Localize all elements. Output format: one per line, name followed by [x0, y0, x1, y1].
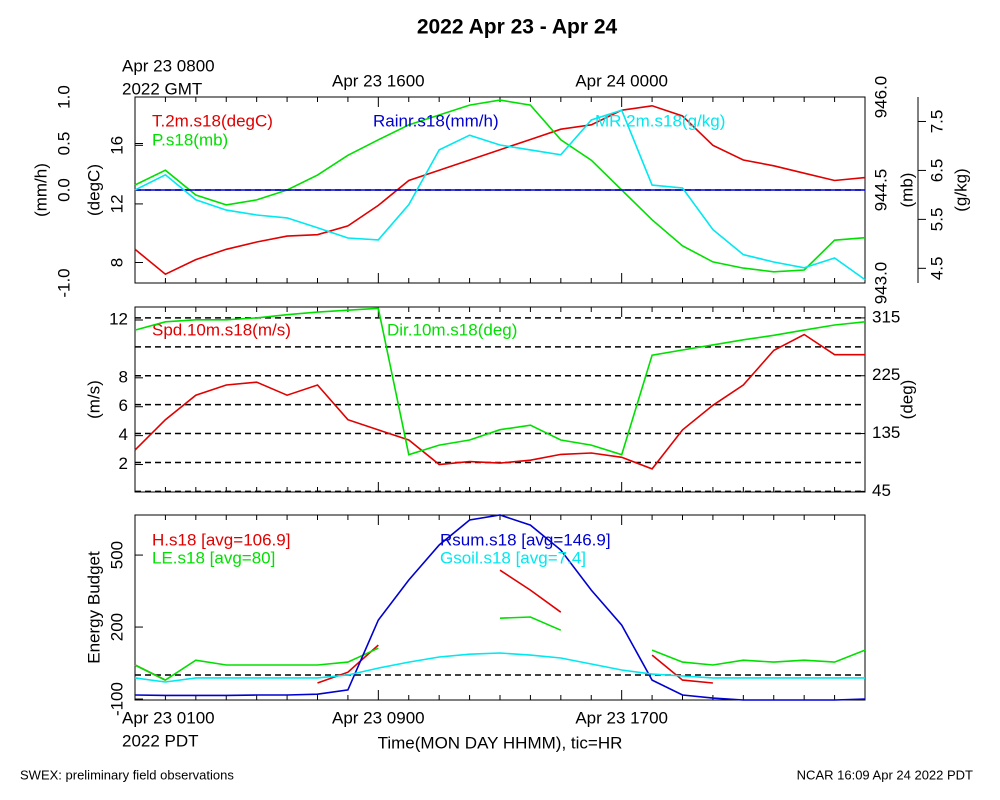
y-axis-label: (degC) — [84, 164, 103, 216]
top-time-label: Apr 23 0800 — [122, 56, 215, 75]
legend-entry: H.s18 [avg=106.9] — [152, 530, 290, 549]
bottom-year: 2022 PDT — [122, 731, 199, 750]
bottom-time-label: Apr 23 0900 — [332, 708, 425, 727]
x-axis-label: Time(MON DAY HHMM), tic=HR — [378, 733, 623, 752]
y-tick-label: 200 — [107, 613, 126, 641]
y-tick-label: 6 — [119, 396, 128, 415]
y-tick-label: 943.0 — [871, 262, 890, 305]
series-line — [134, 333, 865, 470]
y-tick-label: 2 — [119, 454, 128, 473]
legend-entry: Spd.10m.s18(m/s) — [152, 320, 291, 339]
y-tick-label: 7.5 — [927, 110, 946, 134]
y-axis-label: (g/kg) — [951, 168, 970, 211]
legend-entry: T.2m.s18(degC) — [152, 111, 273, 130]
y-tick-label: 944.5 — [871, 169, 890, 212]
y-tick-label: 500 — [107, 541, 126, 569]
legend-entry: P.s18(mb) — [152, 130, 228, 149]
footer-left: SWEX: preliminary field observations — [20, 767, 234, 782]
series-line — [134, 514, 866, 701]
series-line — [134, 104, 866, 276]
bottom-time-label: Apr 23 0100 — [122, 708, 215, 727]
y-tick-label: 16 — [107, 136, 126, 155]
y-tick-label: 4 — [119, 425, 128, 444]
y-tick-label: 946.0 — [871, 76, 890, 119]
top-time-label: Apr 24 0000 — [575, 71, 668, 90]
legend-entry: Gsoil.s18 [avg=7.4] — [440, 548, 586, 567]
y-axis-label: (m/s) — [84, 380, 103, 419]
series-line — [134, 652, 865, 683]
y-tick-label: -1.0 — [54, 268, 73, 297]
legend-entry: LE.s18 [avg=80] — [152, 548, 275, 567]
y-axis-label: (deg) — [897, 380, 916, 420]
legend-entry: MR.2m.s18(g/kg) — [595, 111, 725, 130]
y-tick-label: 0.0 — [54, 178, 73, 202]
series-line — [134, 616, 866, 682]
y-tick-label: 5.5 — [927, 208, 946, 232]
y-tick-label: 12 — [109, 309, 128, 328]
series-line — [134, 307, 866, 456]
y-tick-label: 0.5 — [54, 132, 73, 156]
bottom-time-label: Apr 23 1700 — [575, 708, 668, 727]
y-tick-label: 6.5 — [927, 159, 946, 183]
y-tick-label: 45 — [872, 481, 891, 500]
y-tick-label: 1.0 — [54, 85, 73, 109]
y-tick-label: 225 — [872, 365, 900, 384]
y-tick-label: 12 — [107, 194, 126, 213]
series-line — [134, 109, 866, 281]
y-tick-label: 315 — [872, 307, 900, 326]
y-tick-label: 8 — [119, 367, 128, 386]
y-tick-label: 135 — [872, 423, 900, 442]
top-time-label: Apr 23 1600 — [332, 71, 425, 90]
y-axis-label: (mm/h) — [31, 163, 50, 217]
legend-entry: Rsum.s18 [avg=146.9] — [440, 530, 611, 549]
y-tick-label: 4.5 — [927, 256, 946, 280]
y-tick-label: 8 — [107, 258, 126, 267]
y-axis-label: Energy Budget — [84, 551, 103, 664]
legend-entry: Dir.10m.s18(deg) — [387, 320, 517, 339]
y-tick-label: -100 — [107, 682, 126, 716]
legend-entry: Rainr.s18(mm/h) — [373, 111, 499, 130]
series-line — [134, 569, 713, 684]
chart-title: 2022 Apr 23 - Apr 24 — [417, 16, 618, 39]
top-year: 2022 GMT — [122, 79, 202, 98]
series-line — [134, 99, 866, 273]
footer-right: NCAR 16:09 Apr 24 2022 PDT — [797, 767, 973, 782]
y-axis-label: (mb) — [897, 173, 916, 208]
